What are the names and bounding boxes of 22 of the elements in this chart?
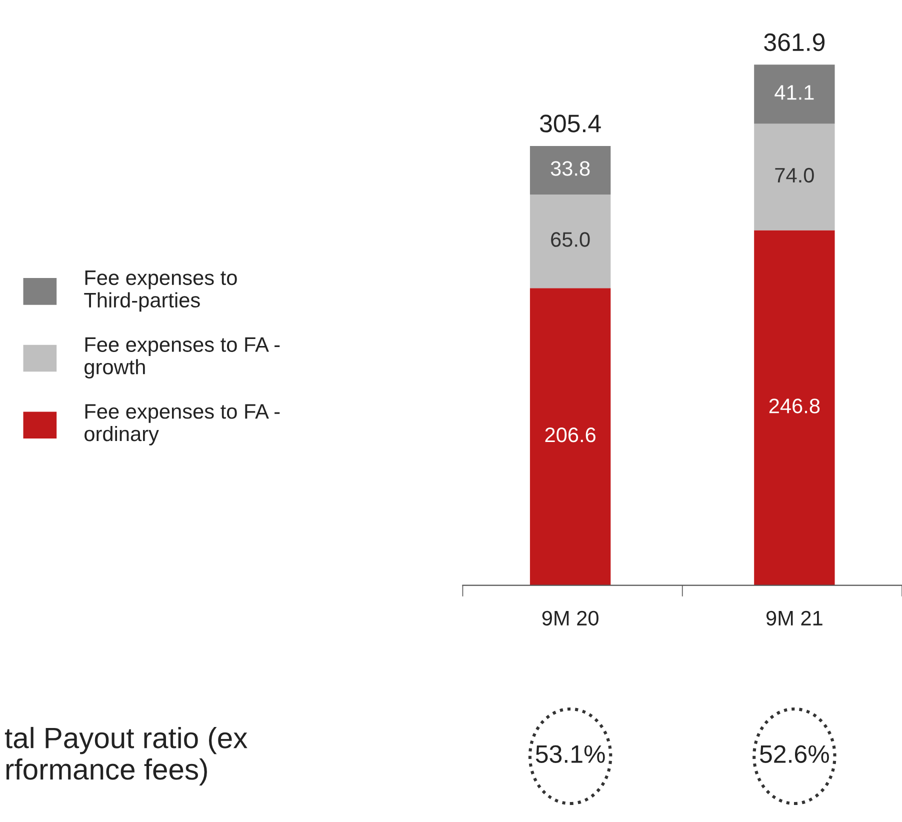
bar: [530, 146, 611, 195]
total-label: 361.9: [764, 33, 825, 52]
x-tick-label: 9M 20: [542, 610, 598, 626]
text: 53.1%: [536, 745, 605, 763]
bar: [754, 230, 835, 586]
data-label: 246.8: [769, 398, 820, 414]
x-tick-label: 9M 21: [766, 610, 822, 626]
text: 52.6%: [760, 745, 829, 763]
legend-label: Fee expenses to FA - ordinary: [84, 404, 280, 446]
data-label: 65.0: [551, 232, 590, 247]
total-label: 305.4: [540, 114, 601, 132]
data-label: 74.0: [775, 168, 814, 183]
data-label: 41.1: [774, 85, 814, 100]
bar: [530, 194, 611, 288]
legend-label: Fee expenses to Third-parties: [84, 270, 237, 312]
bar: [754, 124, 835, 230]
text: tal Payout ratio (ex rformance fees): [4, 726, 248, 786]
data-label: 33.8: [550, 161, 590, 176]
data-label: 206.6: [545, 428, 596, 442]
legend-label: Fee expenses to FA - growth: [84, 337, 280, 378]
bar: [754, 64, 835, 124]
bar: [530, 288, 611, 586]
